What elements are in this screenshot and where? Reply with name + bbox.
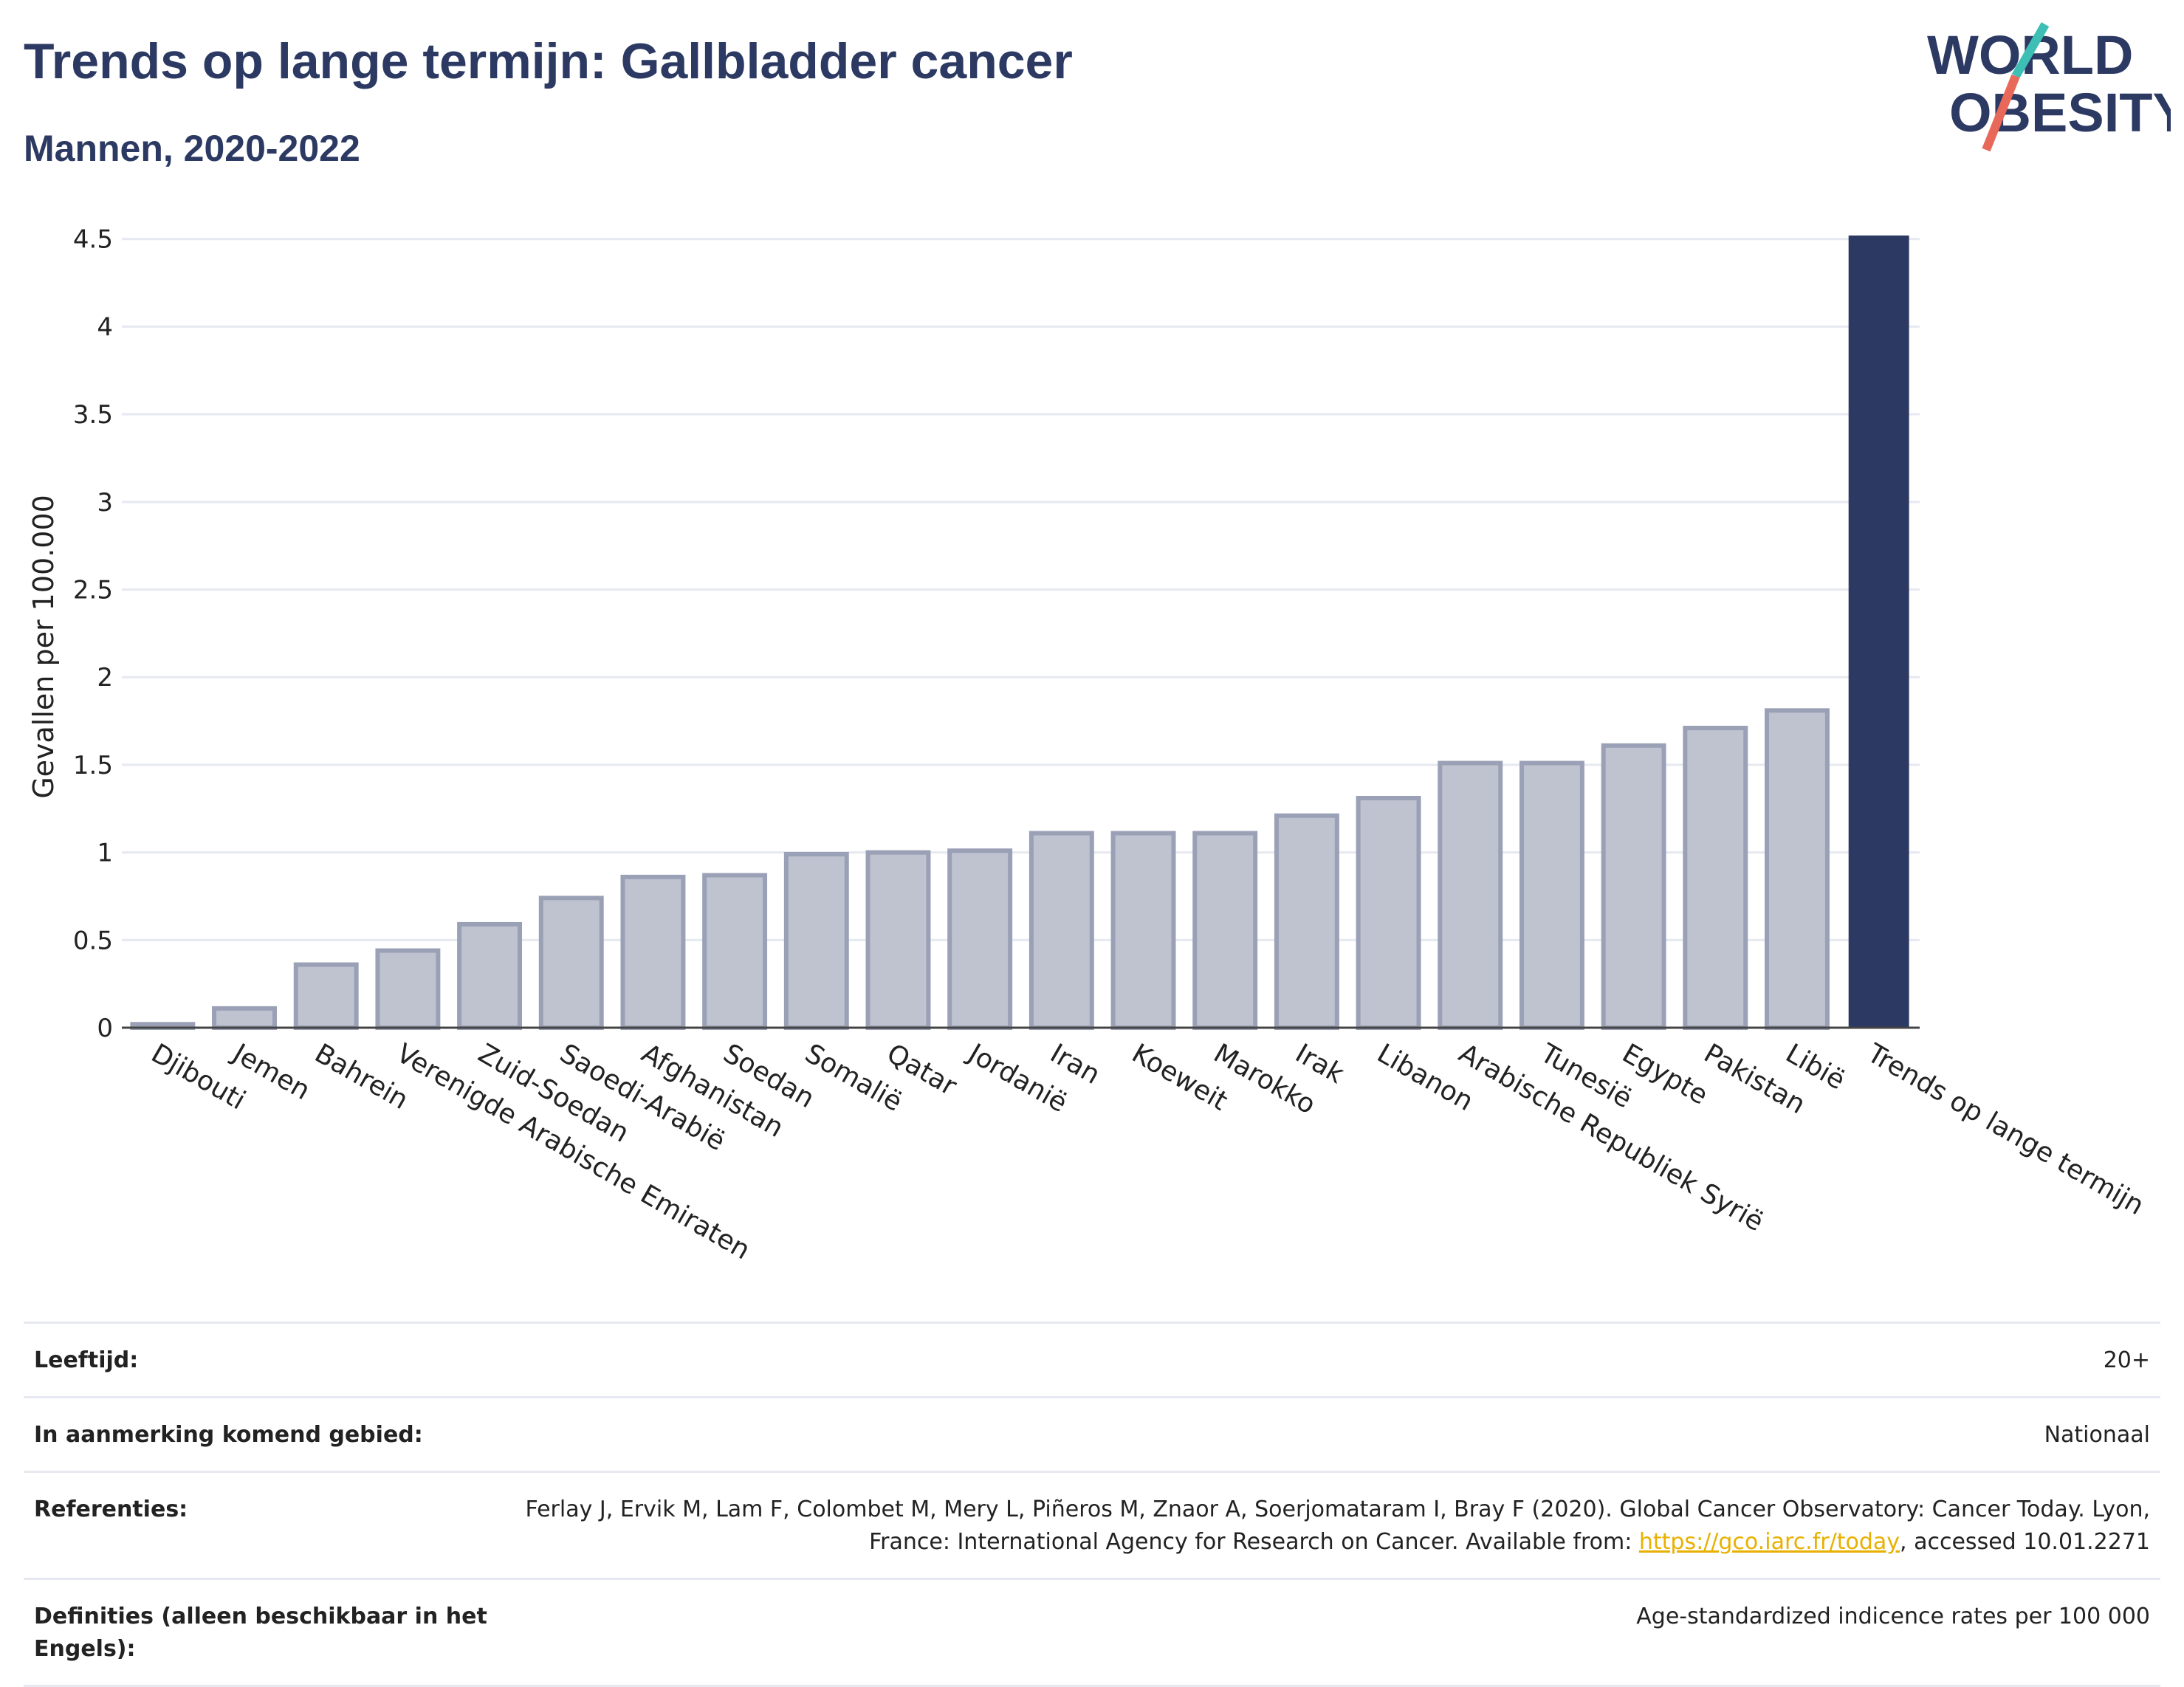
x-tick-label: Bahrein	[309, 1038, 413, 1116]
info-row-definitions: Definities (alleen beschikbaar in het En…	[24, 1578, 2160, 1687]
y-tick-label: 3	[97, 488, 113, 518]
x-tick-label: Djibouti	[146, 1038, 250, 1116]
bar	[1848, 235, 1909, 1028]
y-tick-label: 4.5	[73, 225, 113, 255]
y-tick-label: 1.5	[73, 751, 113, 780]
y-axis-title: Gevallen per 100.000	[27, 495, 60, 799]
bar	[1110, 831, 1176, 1030]
logo-slash-teal	[2011, 22, 2050, 78]
info-row-age: Leeftijd: 20+	[24, 1322, 2160, 1396]
info-row-references: Referenties: Ferlay J, Ervik M, Lam F, C…	[24, 1471, 2160, 1578]
x-tick-label: Egypte	[1617, 1038, 1713, 1111]
bar	[1519, 760, 1584, 1031]
bar	[457, 921, 523, 1030]
y-tick-label: 0	[97, 1014, 113, 1043]
reference-link[interactable]: https://gco.iarc.fr/today	[1638, 1529, 1900, 1555]
logo-slash-red	[1982, 74, 2020, 152]
world-obesity-logo: WORLD OBESITY	[1927, 22, 2171, 152]
bar	[1029, 831, 1094, 1030]
bar-chart: 0 0.5 1 1.5 2 2.5 3 3.5 4 4.5 Gevallen per 100.000…	[27, 225, 2149, 1266]
x-tick-label: Trends op lange termijn	[1861, 1038, 2149, 1221]
logo-line2: OBESITY	[1949, 82, 2171, 143]
chart-subtitle: Mannen, 2020-2022	[24, 128, 360, 169]
info-table: Leeftijd: 20+ In aanmerking komend gebie…	[24, 1322, 2160, 1687]
bar	[293, 962, 359, 1031]
y-tick-label: 2.5	[73, 576, 113, 605]
bar	[1765, 708, 1830, 1030]
info-value: Nationaal	[2044, 1422, 2150, 1448]
bar	[1192, 831, 1258, 1030]
reference-text: Ferlay J, Ervik M, Lam F, Colombet M, Me…	[525, 1497, 2150, 1555]
info-value: Age-standardized indicence rates per 100…	[1636, 1604, 2150, 1629]
chart-title: Trends op lange termijn: Gallbladder can…	[24, 33, 1073, 89]
info-key: In aanmerking komend gebied:	[34, 1422, 423, 1448]
reference-accessed: , accessed 10.01.2271	[1900, 1529, 2150, 1555]
y-tick-label: 1	[97, 839, 113, 868]
bar	[375, 948, 441, 1031]
bar	[1683, 726, 1748, 1030]
y-tick-label: 0.5	[73, 926, 113, 955]
info-value: 20+	[2103, 1347, 2150, 1373]
bar	[538, 896, 604, 1031]
bar	[620, 874, 686, 1031]
bar	[1601, 743, 1666, 1030]
bar	[865, 850, 931, 1030]
info-row-area: In aanmerking komend gebied: Nationaal	[24, 1396, 2160, 1471]
bar	[947, 848, 1013, 1030]
bar	[212, 1006, 277, 1031]
bar	[1356, 796, 1421, 1030]
bar	[702, 873, 768, 1031]
info-value: Ferlay J, Ervik M, Lam F, Colombet M, Me…	[506, 1494, 2150, 1559]
bar	[1274, 813, 1339, 1030]
info-key: Definities (alleen beschikbaar in het En…	[34, 1604, 487, 1662]
info-key: Leeftijd:	[34, 1347, 139, 1373]
y-tick-label: 2	[97, 663, 113, 693]
bar	[1438, 760, 1503, 1031]
y-tick-label: 4	[97, 312, 113, 342]
info-key: Referenties:	[34, 1497, 188, 1522]
bar	[783, 851, 849, 1031]
y-tick-label: 3.5	[73, 400, 113, 430]
